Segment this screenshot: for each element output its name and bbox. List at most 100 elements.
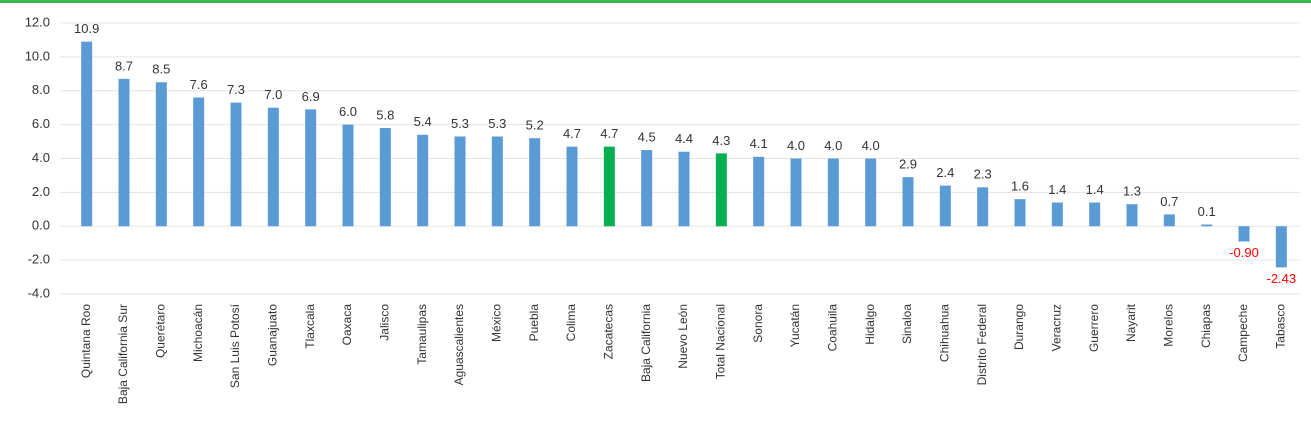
x-tick-label: Durango (1012, 304, 1026, 350)
value-label: 10.9 (74, 21, 99, 36)
x-tick-label: Nuevo León (676, 304, 690, 369)
x-tick-label: Yucatán (788, 304, 802, 347)
x-tick-label: Morelos (1162, 304, 1176, 347)
bar (529, 138, 541, 227)
value-label: 4.0 (787, 138, 805, 153)
value-label: 5.2 (526, 118, 544, 133)
y-tick-label: -2.0 (28, 252, 50, 267)
x-tick-label: Tamaulipas (415, 304, 429, 365)
x-tick-label: Tlaxcala (303, 304, 317, 349)
x-tick-label: Total Nacional (714, 304, 728, 379)
y-tick-label: 2.0 (32, 184, 50, 199)
x-tick-label: Sinaloa (900, 304, 914, 344)
x-tick-label: Guerrero (1087, 304, 1101, 352)
x-tick-label: Jalisco (378, 304, 392, 341)
y-tick-label: 6.0 (32, 116, 50, 131)
bar (81, 41, 93, 227)
value-label: 7.0 (264, 87, 282, 102)
value-label: 1.6 (1011, 179, 1029, 194)
value-label: 5.3 (488, 116, 506, 131)
bar (454, 136, 466, 227)
y-tick-label: -4.0 (28, 285, 50, 300)
bar (753, 156, 765, 227)
bar (865, 158, 877, 227)
bar (342, 124, 354, 227)
y-tick-label: 0.0 (32, 218, 50, 233)
x-tick-label: Aguascalientes (452, 304, 466, 385)
value-label: 8.5 (152, 62, 170, 77)
bar (790, 158, 802, 227)
x-tick-label: Puebla (527, 304, 541, 342)
bar (1163, 214, 1175, 227)
value-label: -2.43 (1267, 271, 1297, 286)
bar (230, 102, 242, 227)
value-label: 2.3 (974, 167, 992, 182)
bar (603, 146, 615, 227)
value-label: 1.3 (1123, 184, 1141, 199)
value-label: 7.6 (190, 77, 208, 92)
value-label: 4.4 (675, 131, 693, 146)
value-label: 6.9 (302, 89, 320, 104)
x-tick-label: Sonora (751, 304, 765, 343)
bar (977, 187, 989, 227)
value-label: 1.4 (1086, 182, 1104, 197)
value-label: 4.0 (824, 138, 842, 153)
y-tick-label: 10.0 (25, 48, 50, 63)
value-label: 5.8 (376, 107, 394, 122)
bar (1051, 202, 1063, 227)
x-tick-label: Tabasco (1274, 304, 1288, 349)
y-tick-label: 4.0 (32, 150, 50, 165)
x-tick-label: Oaxaca (340, 304, 354, 346)
bar (379, 128, 391, 227)
value-label: 8.7 (115, 58, 133, 73)
bar (1238, 226, 1250, 242)
bar (678, 151, 690, 227)
x-tick-label: México (490, 304, 504, 342)
x-tick-label: Campeche (1236, 304, 1250, 362)
x-tick-label: Querétaro (154, 304, 168, 358)
value-label: 4.3 (712, 133, 730, 148)
bar (1089, 202, 1101, 227)
value-label: 7.3 (227, 82, 245, 97)
value-label: 0.7 (1160, 194, 1178, 209)
x-tick-label: Coahuila (826, 304, 840, 352)
x-tick-label: Zacatecas (602, 304, 616, 359)
value-label: 0.1 (1198, 204, 1216, 219)
value-label: 2.4 (936, 165, 954, 180)
bar (715, 153, 727, 227)
value-label: 4.0 (862, 138, 880, 153)
bar (939, 185, 951, 227)
bar (193, 97, 205, 227)
x-tick-label: Nayarit (1124, 303, 1138, 342)
bar (1275, 226, 1287, 268)
x-tick-label: Guanajuato (266, 304, 280, 366)
bar (417, 134, 429, 227)
bar (1014, 199, 1026, 227)
x-tick-label: Quintana Roo (79, 304, 93, 378)
value-label: 5.4 (414, 114, 432, 129)
value-label: 6.0 (339, 104, 357, 119)
bar (1201, 224, 1213, 227)
bar (641, 150, 653, 227)
bar (155, 82, 167, 227)
bar (827, 158, 839, 227)
value-label: 4.5 (638, 129, 656, 144)
bar (1126, 204, 1138, 227)
bar (902, 177, 914, 227)
value-label: 2.9 (899, 157, 917, 172)
bar (566, 146, 578, 227)
x-tick-label: Distrito Federal (975, 304, 989, 385)
bar (305, 109, 317, 227)
x-tick-label: Colima (564, 304, 578, 342)
bar (267, 107, 279, 227)
bar (491, 136, 503, 227)
value-label: -0.90 (1229, 245, 1259, 260)
y-tick-label: 8.0 (32, 82, 50, 97)
x-tick-label: Baja California Sur (116, 304, 130, 404)
value-label: 5.3 (451, 116, 469, 131)
value-label: 4.7 (600, 126, 618, 141)
value-label: 4.1 (750, 136, 768, 151)
y-tick-label: 12.0 (25, 14, 50, 29)
x-tick-label: Baja California (639, 304, 653, 382)
